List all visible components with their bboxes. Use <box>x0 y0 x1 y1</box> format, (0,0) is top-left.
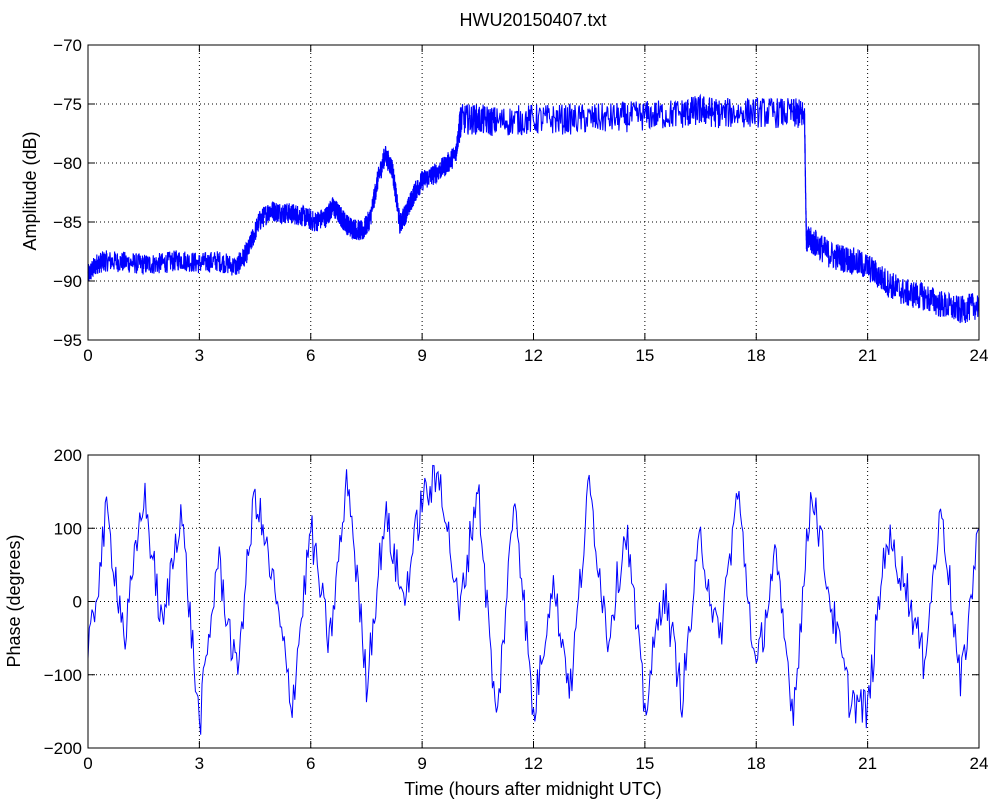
amplitude-series-line <box>87 93 980 324</box>
amplitude-x-tick-label: 9 <box>417 346 426 365</box>
phase-y-tick-label: 0 <box>73 593 82 612</box>
phase-x-tick-label: 15 <box>635 754 654 773</box>
phase-x-tick-label: 21 <box>858 754 877 773</box>
phase-x-tick-label: 0 <box>83 754 92 773</box>
amplitude-y-tick-label: −90 <box>53 272 82 291</box>
amplitude-x-tick-label: 18 <box>747 346 766 365</box>
amplitude-y-tick-label: −95 <box>53 331 82 350</box>
phase-y-tick-label: −100 <box>44 666 82 685</box>
phase-y-tick-label: 100 <box>54 519 82 538</box>
phase-x-tick-label: 6 <box>306 754 315 773</box>
amplitude-x-tick-label: 3 <box>195 346 204 365</box>
phase-series-line <box>87 464 980 735</box>
phase-y-axis-label: Phase (degrees) <box>4 534 24 667</box>
phase-y-tick-label: 200 <box>54 446 82 465</box>
amplitude-y-tick-label: −85 <box>53 213 82 232</box>
amplitude-chart-title: HWU20150407.txt <box>459 10 606 30</box>
phase-panel: Phase (degrees) Time (hours after midnig… <box>4 446 988 799</box>
amplitude-y-tick-label: −70 <box>53 36 82 55</box>
phase-x-tick-label: 24 <box>970 754 989 773</box>
phase-x-tick-label: 3 <box>195 754 204 773</box>
phase-plot-area <box>88 455 979 748</box>
phase-x-tick-label: 18 <box>747 754 766 773</box>
amplitude-x-tick-label: 6 <box>306 346 315 365</box>
amplitude-x-tick-label: 12 <box>524 346 543 365</box>
amplitude-y-axis-label: Amplitude (dB) <box>20 131 40 250</box>
amplitude-x-tick-label: 21 <box>858 346 877 365</box>
amplitude-x-tick-label: 0 <box>83 346 92 365</box>
amplitude-x-tick-label: 15 <box>635 346 654 365</box>
amplitude-plot-area <box>88 45 979 340</box>
phase-x-tick-label: 9 <box>417 754 426 773</box>
phase-x-axis-label: Time (hours after midnight UTC) <box>404 779 661 799</box>
amplitude-x-tick-label: 24 <box>970 346 989 365</box>
phase-y-tick-label: −200 <box>44 739 82 758</box>
amplitude-panel: HWU20150407.txt Amplitude (dB) 0 3 6 9 12 15 1… <box>20 10 988 365</box>
amplitude-y-tick-label: −75 <box>53 95 82 114</box>
phase-x-tick-label: 12 <box>524 754 543 773</box>
amplitude-y-tick-label: −80 <box>53 154 82 173</box>
